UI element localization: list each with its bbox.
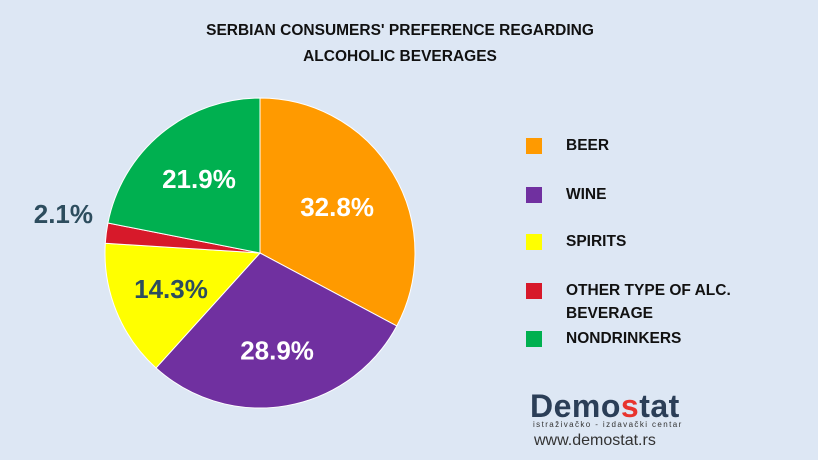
legend-label-beer: BEER xyxy=(566,137,610,154)
data-label-spirits: 14.3% xyxy=(134,274,208,304)
chart-title-line-2: ALCOHOLIC BEVERAGES xyxy=(303,48,497,65)
chart-title: SERBIAN CONSUMERS' PREFERENCE REGARDING … xyxy=(150,18,650,70)
data-label-wine: 28.9% xyxy=(240,336,314,366)
chart-title-line-1: SERBIAN CONSUMERS' PREFERENCE REGARDING xyxy=(206,22,594,39)
pie-slice-beer xyxy=(259,97,416,327)
pie-slice-wine xyxy=(155,252,398,409)
brand-name-end: tat xyxy=(639,388,680,424)
legend-swatch-beer xyxy=(526,138,542,154)
pie-slice-spirits xyxy=(104,242,262,369)
brand-tagline: istraživačko - izdavački centar xyxy=(533,420,683,429)
legend-label-spirits: SPIRITS xyxy=(566,233,627,250)
pie-slice-nondrinkers xyxy=(107,97,261,254)
data-label-beer: 32.8% xyxy=(300,192,374,222)
legend-label-wine: WINE xyxy=(566,186,607,203)
brand-name-start: Demo xyxy=(530,388,621,424)
legend-swatch-spirits xyxy=(526,234,542,250)
legend-label-other-line-2: BEVERAGE xyxy=(566,305,653,322)
demostat-logo: Demostat xyxy=(530,388,700,424)
legend-label-nondrinkers: NONDRINKERS xyxy=(566,330,682,347)
legend-swatch-nondrinkers xyxy=(526,331,542,347)
legend-swatch-wine xyxy=(526,187,542,203)
brand-url: www.demostat.rs xyxy=(534,432,656,449)
legend-label-other-line-1: OTHER TYPE OF ALC. xyxy=(566,282,731,299)
legend-label-other: OTHER TYPE OF ALC. BEVERAGE xyxy=(566,279,731,325)
brand-name-accent: s xyxy=(620,388,640,424)
data-label-other: 2.1% xyxy=(34,199,93,229)
legend-swatch-other xyxy=(526,283,542,299)
data-label-nondrinkers: 21.9% xyxy=(162,164,236,194)
